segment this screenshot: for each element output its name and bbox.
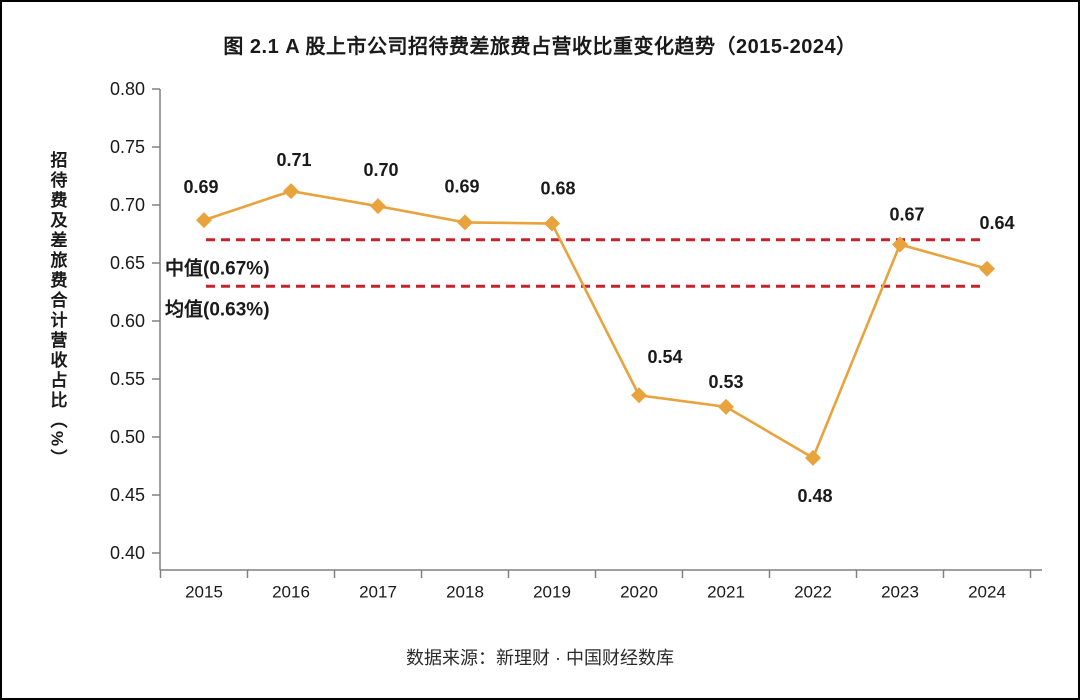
x-axis-year-label: 2017 xyxy=(359,583,397,602)
x-axis-year-label: 2022 xyxy=(794,583,832,602)
mean-line-label: 均值(0.63%) xyxy=(165,298,270,321)
trend-line xyxy=(203,189,988,460)
data-point-label: 0.68 xyxy=(540,179,575,199)
data-point-label: 0.53 xyxy=(708,372,743,392)
data-point-marker xyxy=(892,236,908,253)
x-axis-year-label: 2024 xyxy=(968,583,1006,602)
data-point-marker xyxy=(979,260,995,277)
median-line-label: 中值(0.67%) xyxy=(165,257,270,280)
y-tick-label: 0.45 xyxy=(110,485,145,505)
x-axis-year-label: 2021 xyxy=(707,583,745,602)
data-point-label: 0.64 xyxy=(979,213,1014,233)
y-tick-label: 0.80 xyxy=(110,79,145,99)
y-tick-label: 0.65 xyxy=(110,253,145,273)
data-point-label: 0.69 xyxy=(444,176,479,196)
data-point-marker xyxy=(370,198,386,215)
x-axis-year-label: 2018 xyxy=(446,583,484,602)
data-point-label: 0.48 xyxy=(797,486,832,506)
y-tick-label: 0.60 xyxy=(110,311,145,331)
y-tick-label: 0.40 xyxy=(110,543,145,563)
y-axis-title: 招待费及差旅费合计营收占比（%） xyxy=(47,150,67,470)
x-axis-year-label: 2019 xyxy=(533,583,571,602)
data-point-label: 0.54 xyxy=(647,347,682,367)
data-point-marker xyxy=(718,398,734,415)
y-tick-label: 0.50 xyxy=(110,427,145,447)
data-point-marker xyxy=(805,449,821,466)
data-point-label: 0.69 xyxy=(183,177,218,197)
chart-title: 图 2.1 A 股上市公司招待费差旅费占营收比重变化趋势（2015-2024） xyxy=(223,36,857,58)
data-point-marker xyxy=(544,215,560,232)
x-axis-year-label: 2023 xyxy=(881,583,919,602)
y-tick-label: 0.55 xyxy=(110,369,145,389)
data-point-marker xyxy=(196,212,212,229)
data-point-label: 0.67 xyxy=(889,204,924,224)
data-point-marker xyxy=(631,387,647,404)
y-tick-label: 0.70 xyxy=(110,195,145,215)
data-point-marker xyxy=(283,183,299,200)
y-tick-label: 0.75 xyxy=(110,137,145,157)
data-point-label: 0.71 xyxy=(276,150,311,170)
data-point-label: 0.70 xyxy=(363,160,398,180)
x-axis-year-label: 2015 xyxy=(185,583,223,602)
x-axis-year-label: 2020 xyxy=(620,583,658,602)
data-point-marker xyxy=(457,214,473,231)
data-source-note: 数据来源：新理财 · 中国财经数库 xyxy=(406,648,674,668)
x-axis-year-label: 2016 xyxy=(272,583,310,602)
